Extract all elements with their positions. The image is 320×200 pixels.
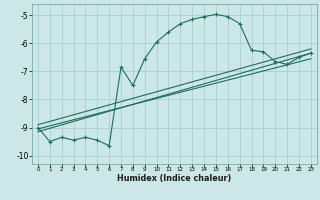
X-axis label: Humidex (Indice chaleur): Humidex (Indice chaleur) xyxy=(117,174,232,183)
